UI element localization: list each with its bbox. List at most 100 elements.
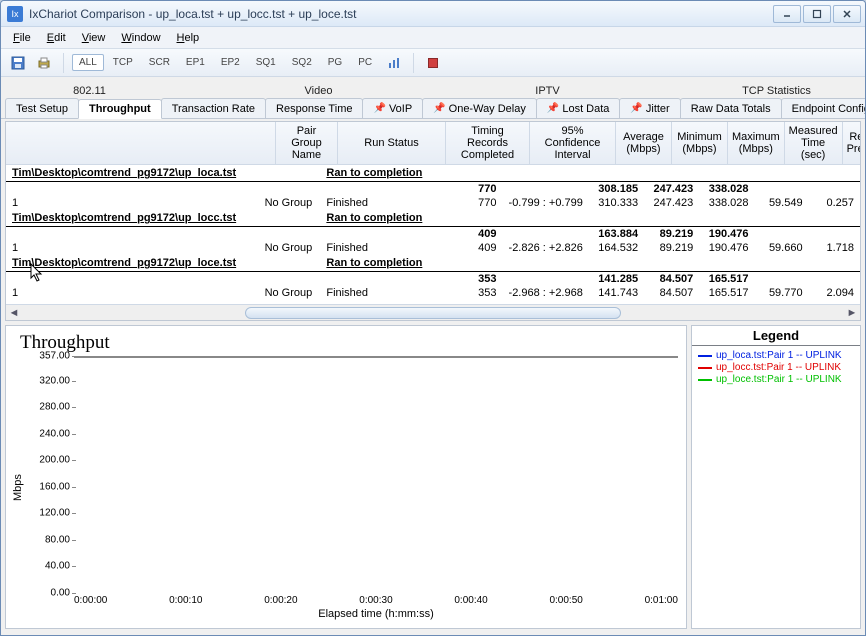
toolbar: ALLTCPSCREP1EP2SQ1SQ2PGPC [1,49,865,77]
save-icon[interactable] [7,52,29,74]
grid-header-avg[interactable]: Average (Mbps) [616,122,672,164]
xtick-label: 0:00:30 [359,595,392,606]
window-title: IxChariot Comparison - up_loca.tst + up_… [29,7,767,21]
menu-window[interactable]: Window [113,30,168,46]
tab-throughput[interactable]: Throughput [78,99,162,119]
xtick-label: 0:00:00 [74,595,107,606]
grid-header-blank[interactable] [6,122,276,164]
xtick-label: 0:00:50 [549,595,582,606]
table-row[interactable]: 1No GroupFinished409-2.826 : +2.826164.5… [6,241,860,255]
supertab-iptv[interactable]: IPTV [463,85,632,97]
table-row[interactable]: 770308.185247.423338.028 [6,182,860,197]
tab-lost-data[interactable]: 📌Lost Data [536,98,621,118]
supertab-tcpstats[interactable]: TCP Statistics [692,85,861,97]
table-row[interactable]: Tim\Desktop\comtrend_pg9172\up_loce.tstR… [6,255,860,272]
xtick-label: 0:00:10 [169,595,202,606]
grid-header-ci[interactable]: 95% Confidence Interval [530,122,616,164]
tab-voip[interactable]: 📌VoIP [362,98,423,118]
toolbar-separator [63,53,64,73]
chart-icon[interactable] [383,52,405,74]
chart-pane: Throughput Mbps 0.0040.0080.00120.00160.… [5,325,687,629]
ytick-label: 160.00 [26,481,70,492]
legend-item[interactable]: up_locc.tst:Pair 1 -- UPLINK [698,362,854,373]
grid-body[interactable]: Tim\Desktop\comtrend_pg9172\up_loca.tstR… [6,165,860,304]
chart-yticks: 0.0040.0080.00120.00160.00200.00240.0028… [26,356,72,593]
results-grid: Pair Group Name Run Status Timing Record… [5,121,861,321]
tab-jitter[interactable]: 📌Jitter [619,98,680,118]
grid-header-max[interactable]: Maximum (Mbps) [728,122,785,164]
legend-item[interactable]: up_loce.tst:Pair 1 -- UPLINK [698,374,854,385]
menu-file[interactable]: File [5,30,39,46]
toolbar-btn-ep1[interactable]: EP1 [179,54,212,71]
ytick-label: 120.00 [26,508,70,519]
tab-test-setup[interactable]: Test Setup [5,98,79,118]
table-row[interactable]: 1No GroupFinished353-2.968 : +2.968141.7… [6,286,860,300]
ytick-label: 357.00 [26,351,70,362]
ytick-label: 80.00 [26,534,70,545]
supertab-row: 802.11 Video IPTV TCP Statistics [1,77,865,97]
grid-header-row: Pair Group Name Run Status Timing Record… [6,122,860,165]
stop-icon[interactable] [422,52,444,74]
tab-response-time[interactable]: Response Time [265,98,363,118]
window-buttons [773,5,861,23]
print-icon[interactable] [33,52,55,74]
chart-xlabel: Elapsed time (h:mm:ss) [74,606,678,620]
legend-title: Legend [692,326,860,346]
legend-item[interactable]: up_loca.tst:Pair 1 -- UPLINK [698,350,854,361]
toolbar-btn-ep2[interactable]: EP2 [214,54,247,71]
title-bar: Ix IxChariot Comparison - up_loca.tst + … [1,1,865,27]
tab-one-way-delay[interactable]: 📌One-Way Delay [422,98,537,118]
table-row[interactable]: 353141.28584.507165.517 [6,272,860,287]
chart-title: Throughput [10,332,678,356]
ytick-label: 200.00 [26,455,70,466]
tab-endpoint-configuration[interactable]: Endpoint Configuration [781,98,866,118]
toolbar-btn-all[interactable]: ALL [72,54,104,71]
grid-header-min[interactable]: Minimum (Mbps) [672,122,728,164]
table-row[interactable]: 1No GroupFinished770-0.799 : +0.799310.3… [6,196,860,210]
supertab-80211[interactable]: 802.11 [5,85,174,97]
grid-header-pairgroup[interactable]: Pair Group Name [276,122,338,164]
toolbar-btn-tcp[interactable]: TCP [106,54,140,71]
scroll-right-icon[interactable]: ► [844,305,860,321]
xtick-label: 0:01:00 [645,595,678,606]
toolbar-btn-sq1[interactable]: SQ1 [249,54,283,71]
tab-raw-data-totals[interactable]: Raw Data Totals [680,98,782,118]
toolbar-separator [413,53,414,73]
legend-items: up_loca.tst:Pair 1 -- UPLINKup_locc.tst:… [692,346,860,390]
menu-edit[interactable]: Edit [39,30,74,46]
menu-help[interactable]: Help [169,30,208,46]
table-row[interactable]: 409163.88489.219190.476 [6,227,860,242]
ytick-label: 240.00 [26,428,70,439]
menu-view[interactable]: View [74,30,114,46]
ytick-label: 280.00 [26,402,70,413]
grid-header-precision[interactable]: Relative Precision [843,122,861,164]
supertab-video[interactable]: Video [234,85,403,97]
toolbar-btn-pg[interactable]: PG [321,54,349,71]
toolbar-btn-scr[interactable]: SCR [142,54,177,71]
close-button[interactable] [833,5,861,23]
tab-transaction-rate[interactable]: Transaction Rate [161,98,266,118]
ytick-label: 320.00 [26,375,70,386]
chart-plot[interactable] [74,356,678,358]
chart-plot-container: 0.0040.0080.00120.00160.00200.00240.0028… [74,356,678,593]
table-row[interactable]: Tim\Desktop\comtrend_pg9172\up_locc.tstR… [6,210,860,227]
grid-header-timing[interactable]: Timing Records Completed [446,122,530,164]
grid-header-time[interactable]: Measured Time (sec) [785,122,843,164]
maximize-button[interactable] [803,5,831,23]
ytick-label: 0.00 [26,588,70,599]
legend-pane: Legend up_loca.tst:Pair 1 -- UPLINKup_lo… [691,325,861,629]
toolbar-btn-pc[interactable]: PC [351,54,379,71]
scroll-thumb[interactable] [245,307,621,319]
toolbar-btn-sq2[interactable]: SQ2 [285,54,319,71]
chart-ylabel: Mbps [10,356,26,620]
lower-panel: Throughput Mbps 0.0040.0080.00120.00160.… [5,325,861,629]
minimize-button[interactable] [773,5,801,23]
xtick-label: 0:00:20 [264,595,297,606]
app-icon: Ix [7,6,23,22]
horizontal-scrollbar[interactable]: ◄ ► [6,304,860,320]
table-row[interactable]: Tim\Desktop\comtrend_pg9172\up_loca.tstR… [6,165,860,182]
grid-header-runstatus[interactable]: Run Status [338,122,446,164]
scroll-left-icon[interactable]: ◄ [6,305,22,321]
tab-row: Test SetupThroughputTransaction RateResp… [1,97,865,119]
xtick-label: 0:00:40 [454,595,487,606]
